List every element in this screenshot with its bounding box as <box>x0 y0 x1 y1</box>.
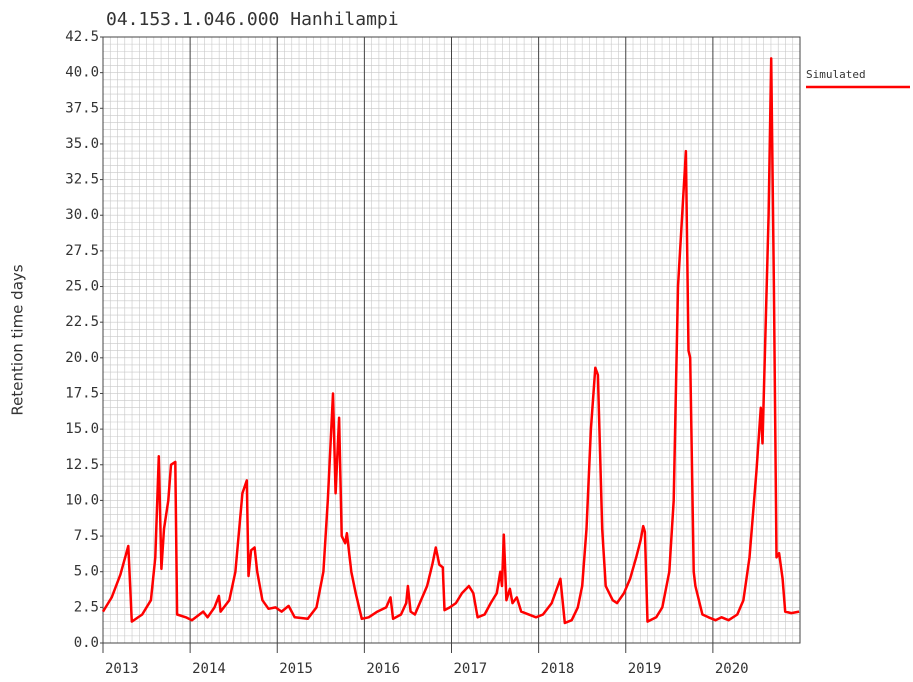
y-tick-label: 0.0 <box>74 635 99 651</box>
x-tick-label: 2018 <box>541 661 575 677</box>
x-tick-label: 2013 <box>105 661 139 677</box>
y-tick-label: 22.5 <box>65 314 99 330</box>
y-tick-label: 10.0 <box>65 492 99 508</box>
plot-frame <box>102 36 801 644</box>
y-tick-label: 12.5 <box>65 457 99 473</box>
y-tick-label: 20.0 <box>65 350 99 366</box>
y-tick-label: 5.0 <box>74 564 99 580</box>
y-tick-label: 27.5 <box>65 243 99 259</box>
x-tick-label: 2015 <box>279 661 313 677</box>
y-tick-label: 7.5 <box>74 528 99 544</box>
y-tick-label: 35.0 <box>65 136 99 152</box>
legend-label: Simulated <box>806 68 866 81</box>
x-tick-label: 2019 <box>628 661 662 677</box>
y-tick-label: 40.0 <box>65 65 99 81</box>
chart-title: 04.153.1.046.000 Hanhilampi <box>106 9 399 30</box>
series-line <box>101 57 800 625</box>
y-tick-label: 30.0 <box>65 207 99 223</box>
y-tick-label: 25.0 <box>65 279 99 295</box>
x-tick-label: 2020 <box>715 661 749 677</box>
x-tick-label: 2017 <box>454 661 488 677</box>
x-tick-label: 2014 <box>192 661 226 677</box>
y-tick-label: 37.5 <box>65 100 99 116</box>
y-tick-label: 2.5 <box>74 599 99 615</box>
y-tick-label: 17.5 <box>65 385 99 401</box>
y-axis-label: Retention time days <box>9 264 27 415</box>
y-tick-label: 42.5 <box>65 29 99 45</box>
x-tick-label: 2016 <box>366 661 400 677</box>
y-tick-label: 32.5 <box>65 172 99 188</box>
y-tick-label: 15.0 <box>65 421 99 437</box>
